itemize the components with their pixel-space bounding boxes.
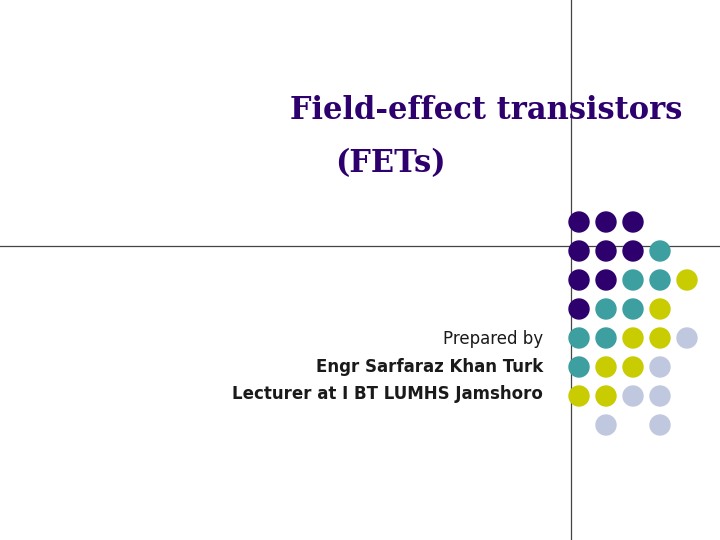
Circle shape: [650, 270, 670, 290]
Circle shape: [623, 328, 643, 348]
Circle shape: [569, 212, 589, 232]
Circle shape: [677, 270, 697, 290]
Circle shape: [569, 299, 589, 319]
Circle shape: [623, 299, 643, 319]
Text: Lecturer at I BT LUMHS Jamshoro: Lecturer at I BT LUMHS Jamshoro: [232, 385, 543, 403]
Circle shape: [596, 328, 616, 348]
Text: Field-effect transistors: Field-effect transistors: [290, 95, 683, 126]
Circle shape: [623, 386, 643, 406]
Circle shape: [569, 328, 589, 348]
Circle shape: [596, 415, 616, 435]
Circle shape: [596, 241, 616, 261]
Text: Prepared by: Prepared by: [443, 330, 543, 348]
Circle shape: [650, 241, 670, 261]
Circle shape: [569, 241, 589, 261]
Circle shape: [596, 299, 616, 319]
Circle shape: [596, 357, 616, 377]
Circle shape: [650, 328, 670, 348]
Circle shape: [623, 212, 643, 232]
Circle shape: [650, 386, 670, 406]
Circle shape: [596, 212, 616, 232]
Circle shape: [569, 386, 589, 406]
Circle shape: [650, 357, 670, 377]
Text: (FETs): (FETs): [335, 148, 445, 179]
Circle shape: [569, 270, 589, 290]
Circle shape: [596, 270, 616, 290]
Circle shape: [677, 328, 697, 348]
Circle shape: [623, 270, 643, 290]
Circle shape: [650, 299, 670, 319]
Circle shape: [569, 357, 589, 377]
Circle shape: [596, 386, 616, 406]
Circle shape: [623, 357, 643, 377]
Text: Engr Sarfaraz Khan Turk: Engr Sarfaraz Khan Turk: [316, 358, 543, 376]
Circle shape: [650, 415, 670, 435]
Circle shape: [623, 241, 643, 261]
